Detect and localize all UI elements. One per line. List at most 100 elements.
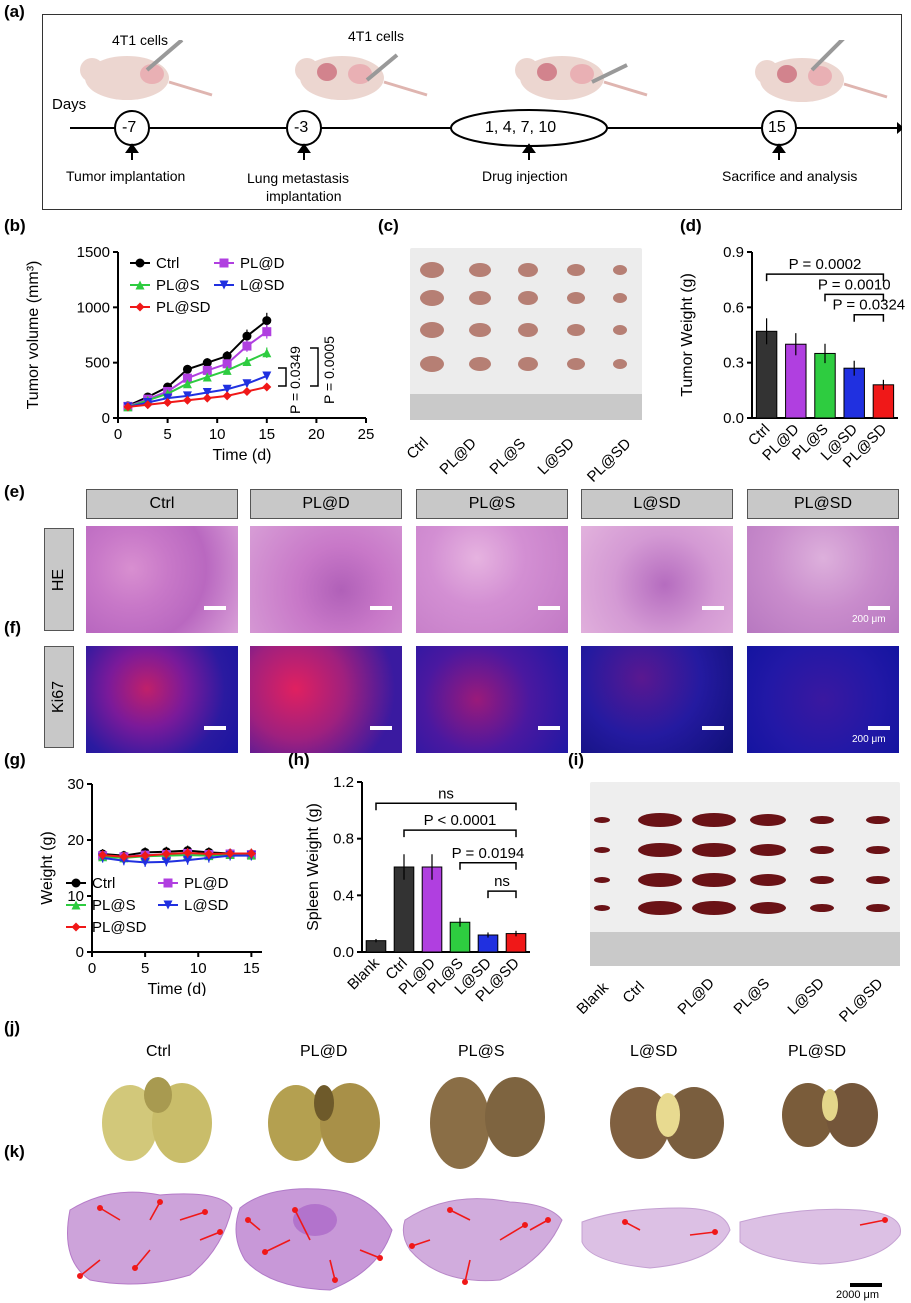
tumor-sample xyxy=(420,290,444,306)
panel-label-a: (a) xyxy=(4,2,25,21)
photo-c-label-pld: PL@D xyxy=(436,434,480,479)
legend-marker xyxy=(135,280,145,290)
legend-label-PL@D: PL@D xyxy=(240,255,285,272)
metastasis-arrow xyxy=(79,1259,101,1277)
metastasis-arrow xyxy=(411,1239,431,1247)
tumor-sample xyxy=(567,292,585,304)
timeline-frame xyxy=(42,14,902,210)
data-point-PL@D xyxy=(202,365,212,375)
metastasis-arrow xyxy=(179,1211,206,1221)
legend-marker xyxy=(219,258,229,268)
spleen-sample xyxy=(692,873,736,887)
legend-marker xyxy=(135,302,145,312)
arrow-head xyxy=(446,1206,453,1213)
data-point-L@SD xyxy=(183,855,193,865)
metastasis-arrow xyxy=(359,1249,381,1259)
significance-label: P = 0.0349 xyxy=(287,346,303,414)
he-image-pls xyxy=(416,526,568,633)
data-point-PL@D xyxy=(242,341,252,351)
data-point-Ctrl xyxy=(222,351,232,361)
photo-i-label-blank: Blank xyxy=(573,979,613,1018)
spleen-sample xyxy=(810,876,834,884)
lung-pls xyxy=(430,1077,545,1169)
tumor-sample xyxy=(420,322,444,338)
lung-label-lsd: L@SD xyxy=(630,1043,678,1060)
data-point-PL@SD xyxy=(246,848,256,858)
data-point-PL@S xyxy=(182,379,192,389)
arrow-head xyxy=(331,1277,338,1284)
arrow-head xyxy=(157,1198,164,1205)
data-point-L@SD xyxy=(262,371,272,381)
significance-label: P < 0.0001 xyxy=(424,812,497,829)
data-point-PL@SD xyxy=(242,386,252,396)
spleen-sample xyxy=(810,816,834,824)
photo-i-label-pls: PL@S xyxy=(730,975,774,1018)
legend-marker xyxy=(219,280,229,290)
photo-i-label-ctrl: Ctrl xyxy=(619,978,648,1007)
arrow-head xyxy=(217,1228,224,1235)
panel-label-k: (k) xyxy=(4,1142,25,1161)
cells-label-1: 4T1 cells xyxy=(112,32,169,48)
y-axis-label: Weight (g) xyxy=(39,831,56,905)
arrow-head xyxy=(261,1249,268,1256)
data-point-PL@SD xyxy=(140,851,150,861)
tumor-sample xyxy=(518,323,538,337)
days-label: Days xyxy=(52,96,87,113)
tumor-sample xyxy=(420,356,444,372)
caption-implantation: implantation xyxy=(266,188,342,204)
spleen-sample xyxy=(866,904,890,912)
y-tick-label: 10 xyxy=(67,888,84,905)
panel-label-g: (g) xyxy=(4,750,26,769)
data-point-PL@SD xyxy=(143,400,153,410)
legend-marker xyxy=(71,878,81,888)
photo-i-label-pld: PL@D xyxy=(674,974,718,1019)
data-point-PL@SD xyxy=(123,402,133,412)
data-point-PL@SD xyxy=(222,391,232,401)
data-point-L@SD xyxy=(222,384,232,394)
lung-plsd xyxy=(782,1083,878,1147)
tumor-sample xyxy=(613,293,627,303)
legend-label-PL@SD: PL@SD xyxy=(156,299,211,316)
legend-marker xyxy=(163,900,173,910)
timeline-axis xyxy=(70,109,902,160)
series-line-L@SD xyxy=(127,375,268,408)
data-point-PL@SD xyxy=(225,848,235,858)
header-lsd: L@SD xyxy=(581,489,733,519)
arrow-head xyxy=(376,1255,383,1262)
data-point-PL@D xyxy=(222,359,232,369)
he-image-ctrl xyxy=(86,526,238,633)
lung-lsd xyxy=(610,1087,724,1159)
metastasis-arrow xyxy=(499,1224,526,1241)
significance-label: ns xyxy=(494,873,510,890)
arrow-head xyxy=(245,1216,252,1223)
data-point-PL@S xyxy=(242,357,252,367)
mouse-1-icon xyxy=(80,40,213,100)
mouse-3-icon xyxy=(515,56,648,100)
arrow-head xyxy=(711,1228,718,1235)
data-point-L@SD xyxy=(161,857,171,867)
scale-bar-he-3 xyxy=(538,606,560,610)
legend-label-PL@D: PL@D xyxy=(184,875,229,892)
photo-i-label-lsd: L@SD xyxy=(784,974,828,1019)
y-tick-label: 30 xyxy=(67,776,84,793)
data-point-PL@D xyxy=(182,373,192,383)
tumor-sample xyxy=(613,325,627,335)
he-image-pld xyxy=(250,526,402,633)
arrow-head xyxy=(77,1273,84,1280)
legend-label-L@SD: L@SD xyxy=(240,277,285,294)
row-label-ki67: Ki67 xyxy=(44,646,74,748)
metastasis-arrow xyxy=(449,1209,471,1221)
spleen-photo xyxy=(590,782,900,966)
y-axis-label: Tumor Weight (g) xyxy=(679,273,696,397)
histo-pls xyxy=(402,1198,563,1282)
scale-label-ki67: 200 μm xyxy=(852,734,886,745)
spleen-sample xyxy=(638,843,682,857)
legend-label-Ctrl: Ctrl xyxy=(156,255,179,272)
ki67-image-lsd xyxy=(581,646,733,753)
legend-label-PL@SD: PL@SD xyxy=(92,919,147,936)
lung-photos xyxy=(102,1077,878,1169)
lung-label-ctrl: Ctrl xyxy=(146,1043,171,1060)
legend-label-PL@S: PL@S xyxy=(92,897,136,914)
y-tick-label: 20 xyxy=(67,832,84,849)
